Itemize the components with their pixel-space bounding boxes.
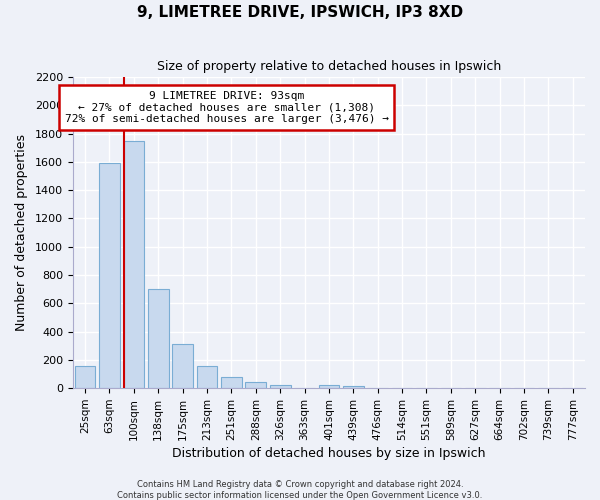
- Bar: [343, 386, 364, 388]
- Bar: [197, 366, 217, 388]
- Bar: [319, 386, 340, 388]
- Text: Contains HM Land Registry data © Crown copyright and database right 2024.
Contai: Contains HM Land Registry data © Crown c…: [118, 480, 482, 500]
- Bar: [172, 344, 193, 388]
- Bar: [245, 382, 266, 388]
- Y-axis label: Number of detached properties: Number of detached properties: [15, 134, 28, 331]
- Bar: [75, 366, 95, 388]
- Bar: [270, 384, 290, 388]
- Bar: [99, 163, 120, 388]
- Text: 9, LIMETREE DRIVE, IPSWICH, IP3 8XD: 9, LIMETREE DRIVE, IPSWICH, IP3 8XD: [137, 5, 463, 20]
- Bar: [124, 140, 144, 388]
- Bar: [148, 289, 169, 388]
- X-axis label: Distribution of detached houses by size in Ipswich: Distribution of detached houses by size …: [172, 447, 486, 460]
- Text: 9 LIMETREE DRIVE: 93sqm
← 27% of detached houses are smaller (1,308)
72% of semi: 9 LIMETREE DRIVE: 93sqm ← 27% of detache…: [65, 91, 389, 124]
- Title: Size of property relative to detached houses in Ipswich: Size of property relative to detached ho…: [157, 60, 501, 73]
- Bar: [221, 377, 242, 388]
